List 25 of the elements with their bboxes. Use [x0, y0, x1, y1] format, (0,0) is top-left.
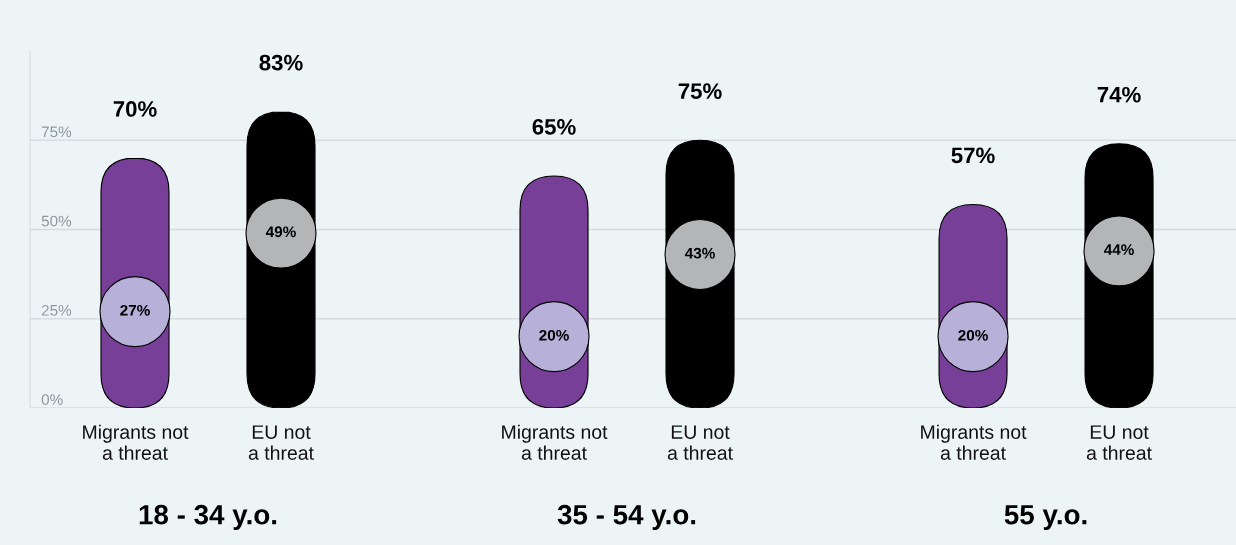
y-tick-label: 0% — [41, 394, 63, 405]
data-label: 49% — [265, 226, 296, 238]
text: 18 - 34 y.o. — [139, 504, 277, 530]
x-tick-label: Migrants not a threat — [83, 424, 189, 460]
data-label: 83% — [259, 54, 303, 71]
y-tick-label: 75% — [41, 126, 72, 138]
y-tick-label: 25% — [41, 304, 72, 316]
data-label: 27% — [120, 304, 150, 316]
data-label: 20% — [539, 329, 569, 341]
data-label: 44% — [1103, 244, 1134, 255]
text: 35 - 54 y.o. — [557, 504, 696, 530]
x-tick-label: EU not a threat — [1086, 425, 1152, 460]
x-tick-label: EU not a threat — [248, 425, 314, 460]
data-label: 20% — [958, 329, 988, 341]
x-tick-label: Migrants not a threat — [502, 424, 608, 460]
data-label: 70% — [113, 101, 157, 117]
data-label: 57% — [951, 147, 995, 164]
text: 55 y.o. — [1004, 505, 1087, 530]
data-label: 43% — [684, 247, 715, 259]
x-tick-label: EU not a threat — [667, 425, 733, 460]
data-label: 75% — [678, 83, 722, 99]
data-label: 74% — [1097, 86, 1141, 103]
y-tick-label: 50% — [41, 215, 72, 227]
x-tick-label: Migrants not a threat — [921, 424, 1027, 460]
data-label: 65% — [532, 118, 576, 135]
